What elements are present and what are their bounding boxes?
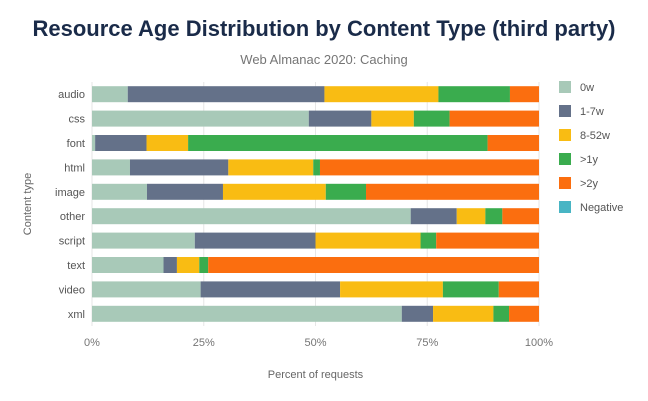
bar-xml-1-7w [401,305,434,322]
bar-html->2y [319,159,539,176]
bar-audio->1y [438,86,510,103]
bar-other->2y [502,208,539,225]
chart-subtitle: Web Almanac 2020: Caching [240,52,408,67]
y-tick-label: other [60,211,85,223]
bar-script-1-7w [194,232,316,249]
legend-entry: >2y [580,178,599,190]
x-tick-label: 50% [304,337,326,349]
bar-xml-8-52w [433,305,494,322]
legend-entry: 0w [580,82,594,94]
bar-css-1-7w [308,110,372,127]
legend-swatch [559,129,571,141]
legend-entry: 8-52w [580,130,610,142]
bar-css->1y [413,110,450,127]
bar-xml-0w [92,305,402,322]
bar-script-0w [92,232,195,249]
bar-text->2y [208,257,539,273]
bar-video-8-52w [340,281,443,298]
bar-other-0w [92,208,411,225]
y-tick-label: script [59,236,85,248]
bar-font->1y [188,135,488,151]
y-tick-label: audio [58,89,85,101]
bar-audio->2y [509,86,539,103]
bar-audio-0w [92,86,128,103]
bar-html->1y [313,159,320,176]
y-tick-label: text [67,260,85,272]
x-tick-label: 0% [84,337,100,349]
bar-xml->1y [493,305,510,322]
legend-swatch [559,153,571,165]
bar-html-8-52w [228,159,314,176]
bar-font-0w [92,135,96,151]
bar-video-0w [92,281,201,298]
bar-audio-1-7w [127,86,325,103]
bar-text-8-52w [176,257,200,273]
legend-swatch [559,105,571,117]
legend-entry: 1-7w [580,106,604,118]
bar-image->1y [325,183,367,200]
y-axis-title: Content type [22,173,34,235]
y-tick-label: xml [68,309,85,321]
bar-video->2y [498,281,539,298]
bar-video-1-7w [200,281,341,298]
bar-script->2y [436,232,539,249]
legend-swatch [559,81,571,93]
bar-image->2y [366,183,539,200]
legend-swatch [559,201,571,213]
y-tick-label: html [64,162,85,174]
bar-text-0w [92,257,164,273]
bar-text-1-7w [163,257,177,273]
bar-image-8-52w [222,183,326,200]
bar-font-8-52w [146,135,189,151]
x-tick-label: 100% [525,337,553,349]
bar-font->2y [487,135,539,151]
legend-entry: Negative [580,202,623,214]
bar-css-8-52w [371,110,414,127]
bar-xml->2y [509,305,539,322]
legend-swatch [559,177,571,189]
y-tick-label: video [59,284,85,296]
x-axis-title: Percent of requests [268,369,364,381]
chart-title: Resource Age Distribution by Content Typ… [32,16,616,41]
bar-audio-8-52w [324,86,439,103]
bar-video->1y [442,281,499,298]
bar-html-0w [92,159,130,176]
bar-other->1y [485,208,503,225]
bar-script->1y [420,232,437,249]
legend-entry: >1y [580,154,599,166]
bar-css->2y [449,110,539,127]
bar-font-1-7w [95,135,147,151]
bar-image-1-7w [146,183,223,200]
y-tick-label: font [67,138,85,150]
x-tick-label: 75% [416,337,438,349]
bar-image-0w [92,183,147,200]
y-tick-label: css [69,114,86,126]
bar-html-1-7w [129,159,229,176]
bar-other-8-52w [456,208,486,225]
bar-script-8-52w [315,232,421,249]
bar-text->1y [199,257,209,273]
y-tick-label: image [55,187,85,199]
x-tick-label: 25% [193,337,215,349]
bar-other-1-7w [410,208,457,225]
bar-css-0w [92,110,309,127]
